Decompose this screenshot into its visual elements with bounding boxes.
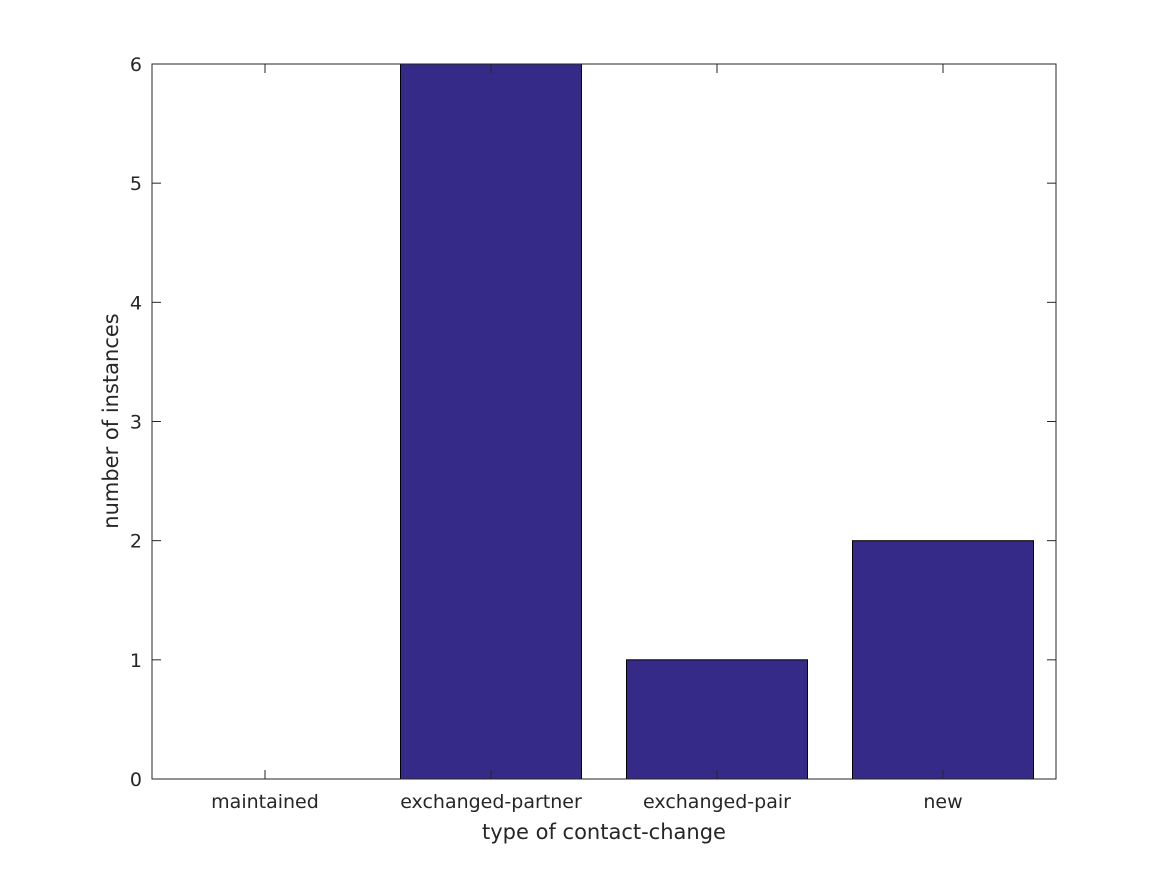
bar-exchanged-partner	[400, 63, 582, 780]
y-tick-label-1: 1	[130, 650, 142, 672]
x-tick-label-maintained: maintained	[211, 791, 319, 813]
x-tick-labels: maintained exchanged-partner exchanged-pai…	[211, 791, 962, 813]
bar-new	[852, 540, 1034, 780]
x-tick-label-exchanged-partner: exchanged-partner	[400, 791, 582, 813]
y-tick-labels: 0 1 2 3 4 5 6	[130, 54, 142, 791]
bars-group	[400, 63, 1034, 780]
bar-exchanged-pair	[626, 659, 808, 780]
y-tick-label-5: 5	[130, 173, 142, 195]
y-tick-label-6: 6	[130, 54, 142, 76]
x-axis-label: type of contact-change	[482, 820, 726, 844]
y-tick-label-2: 2	[130, 531, 142, 553]
y-tick-label-3: 3	[130, 412, 142, 434]
y-axis-label: number of instances	[99, 313, 123, 528]
ticks-group	[152, 63, 1056, 780]
y-tick-label-4: 4	[130, 292, 142, 314]
y-tick-label-0: 0	[130, 769, 142, 791]
x-tick-label-new: new	[923, 791, 962, 813]
x-tick-label-exchanged-pair: exchanged-pair	[643, 791, 791, 813]
